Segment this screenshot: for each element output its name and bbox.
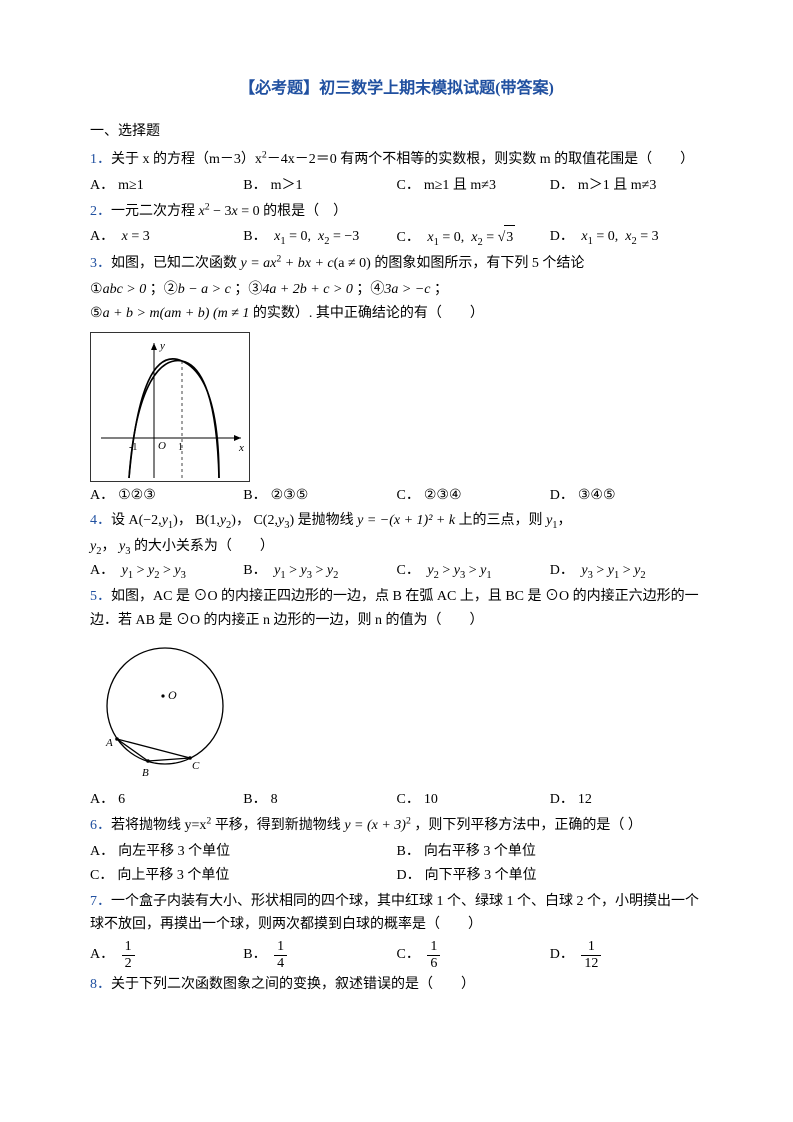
q5-circle-diagram: O A B C (90, 636, 240, 786)
q2-options: A． x = 3 B． x1 = 0, x2 = −3 C． x1 = 0, x… (90, 225, 703, 250)
q2-eq: x2 − 3x = 0 (199, 204, 264, 219)
question-1: 1．关于 x 的方程（m－3）x2－4x－2＝0 有两个不相等的实数根，则实数 … (90, 148, 703, 172)
q1-text-1: 关于 x 的方程（m－3）x (111, 152, 262, 167)
question-3: 3．如图，已知二次函数 y = ax2 + bx + c(a ≠ 0) 的图象如… (90, 252, 703, 276)
question-8: 8．关于下列二次函数图象之间的变换，叙述错误的是（ ） (90, 973, 703, 997)
svg-text:C: C (192, 760, 200, 772)
q3-opt-b: B．②③⑤ (243, 484, 396, 508)
q1-options: A．m≥1 B．m＞1 C．m≥1 且 m≠3 D．m＞1 且 m≠3 (90, 174, 703, 198)
q5-opt-a: A．6 (90, 788, 243, 812)
svg-text:x: x (238, 442, 244, 454)
q2-opt-a: A． x = 3 (90, 225, 243, 250)
q2-text: 一元二次方程 (111, 204, 195, 219)
circle-svg: O A B C (90, 636, 240, 786)
q6-opt-b: B．向右平移 3 个单位 (397, 840, 704, 864)
q3-parabola-graph: O x y -1 1 (90, 332, 250, 482)
q4-opt-d: D． y3 > y1 > y2 (550, 559, 703, 583)
q3-options: A．①②③ B．②③⑤ C．②③④ D．③④⑤ (90, 484, 703, 508)
q2-tail: 的根是（ ） (263, 204, 347, 219)
qnum-3: 3． (90, 256, 111, 271)
q4-line2: y2， y3 的大小关系为（ ） (90, 535, 703, 559)
q3-opt-a: A．①②③ (90, 484, 243, 508)
section-heading: 一、选择题 (90, 120, 703, 144)
q4-opt-b: B． y1 > y3 > y2 (243, 559, 396, 583)
svg-text:A: A (105, 737, 113, 749)
q3-text-2: 的图象如图所示，有下列 5 个结论 (374, 256, 584, 271)
q3-text-1: 如图，已知二次函数 (111, 256, 237, 271)
q1-opt-c: C．m≥1 且 m≠3 (397, 174, 550, 198)
q4-opt-c: C． y2 > y3 > y1 (397, 559, 550, 583)
page: 【必考题】初三数学上期末模拟试题(带答案) 一、选择题 1．关于 x 的方程（m… (0, 0, 793, 1049)
parabola-svg: O x y -1 1 (91, 333, 251, 483)
question-5: 5．如图，AC 是 ⊙O 的内接正四边形的一边，点 B 在弧 AC 上，且 BC… (90, 585, 703, 633)
q6-opt-a: A．向左平移 3 个单位 (90, 840, 397, 864)
q6-options: A．向左平移 3 个单位 B．向右平移 3 个单位 C．向上平移 3 个单位 D… (90, 840, 703, 888)
q6-opt-d: D．向下平移 3 个单位 (397, 864, 704, 888)
q3-conditions-line1: ①abc > 0 ；②b − a > c ；③4a + 2b + c > 0 ；… (90, 278, 703, 302)
q3-opt-d: D．③④⑤ (550, 484, 703, 508)
qnum-5: 5． (90, 589, 111, 604)
q6-opt-c: C．向上平移 3 个单位 (90, 864, 397, 888)
question-2: 2．一元二次方程 x2 − 3x = 0 的根是（ ） (90, 200, 703, 224)
q2-opt-c: C． x1 = 0, x2 = √3 (397, 225, 550, 250)
q7-opt-d: D． 112 (550, 939, 703, 971)
svg-text:B: B (142, 767, 149, 779)
question-4: 4．设 A(−2,y1)， B(1,y2)， C(2,y3) 是抛物线 y = … (90, 509, 703, 533)
q4-options: A． y1 > y2 > y3 B． y1 > y3 > y2 C． y2 > … (90, 559, 703, 583)
q7-opt-b: B． 14 (243, 939, 396, 971)
q5-opt-d: D．12 (550, 788, 703, 812)
q7-opt-a: A． 12 (90, 939, 243, 971)
q5-opt-b: B．8 (243, 788, 396, 812)
q2-opt-b: B． x1 = 0, x2 = −3 (243, 225, 396, 250)
q3-eq: y = ax2 + bx + c(a ≠ 0) (241, 256, 371, 271)
q7-options: A． 12 B． 14 C． 16 D． 112 (90, 939, 703, 971)
question-6: 6．若将抛物线 y=x2 平移，得到新抛物线 y = (x + 3)2 ，则下列… (90, 814, 703, 838)
qnum-8: 8． (90, 977, 111, 992)
q3-opt-c: C．②③④ (397, 484, 550, 508)
svg-text:O: O (168, 688, 177, 702)
qnum-6: 6． (90, 818, 111, 833)
qnum-2: 2． (90, 204, 111, 219)
page-title: 【必考题】初三数学上期末模拟试题(带答案) (90, 75, 703, 102)
q4-opt-a: A． y1 > y2 > y3 (90, 559, 243, 583)
q7-opt-c: C． 16 (397, 939, 550, 971)
qnum-7: 7． (90, 894, 111, 909)
q1-opt-a: A．m≥1 (90, 174, 243, 198)
q5-options: A．6 B．8 C．10 D．12 (90, 788, 703, 812)
q1-text-2: －4x－2＝0 有两个不相等的实数根，则实数 m 的取值花围是（ ） (267, 152, 694, 167)
q1-opt-d: D．m＞1 且 m≠3 (550, 174, 703, 198)
svg-text:y: y (159, 340, 165, 352)
q3-conditions-line2: ⑤a + b > m(am + b) (m ≠ 1 的实数）. 其中正确结论的有… (90, 302, 703, 326)
q1-opt-b: B．m＞1 (243, 174, 396, 198)
q5-text: 如图，AC 是 ⊙O 的内接正四边形的一边，点 B 在弧 AC 上，且 BC 是… (90, 589, 699, 628)
question-7: 7．一个盒子内装有大小、形状相同的四个球，其中红球 1 个、绿球 1 个、白球 … (90, 890, 703, 938)
q2-opt-d: D． x1 = 0, x2 = 3 (550, 225, 703, 250)
qnum-1: 1． (90, 152, 111, 167)
qnum-4: 4． (90, 513, 111, 528)
q5-opt-c: C．10 (397, 788, 550, 812)
svg-text:O: O (158, 440, 166, 452)
